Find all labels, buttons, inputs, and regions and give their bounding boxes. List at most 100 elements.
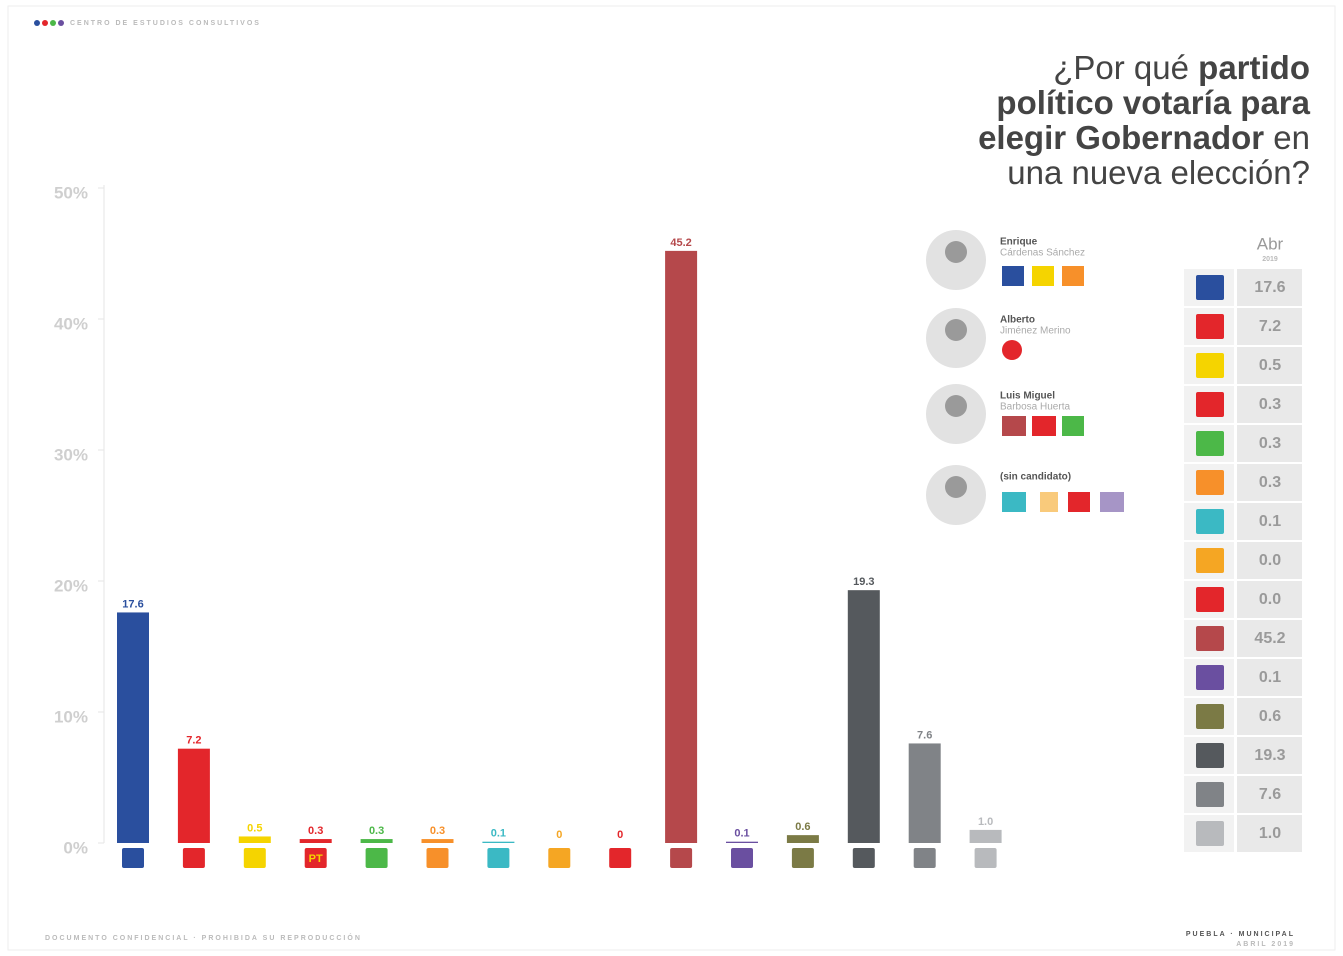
candidate-head	[945, 476, 967, 498]
table-value-cell	[1237, 776, 1302, 813]
table-logo	[1196, 743, 1224, 768]
table-value-cell	[1237, 698, 1302, 735]
table-logo	[1196, 548, 1224, 573]
value-label: 1.0	[978, 816, 993, 828]
table-value: 0.0	[1259, 591, 1281, 608]
table-value: 0.3	[1259, 435, 1281, 452]
footer-right-sub: ABRIL 2019	[1236, 941, 1295, 948]
table-value: 0.1	[1259, 513, 1281, 530]
bar	[421, 839, 454, 843]
bar	[177, 748, 210, 843]
value-label: 0	[556, 829, 562, 841]
party-logo	[487, 848, 510, 868]
y-tick-label: 20%	[54, 576, 88, 595]
candidate-last: Cárdenas Sánchez	[1000, 248, 1085, 259]
title-part: político votaría para	[996, 84, 1310, 121]
bar	[847, 590, 880, 843]
party-logo	[731, 848, 753, 868]
party-logo	[609, 848, 632, 868]
x-tick-label: PT	[309, 853, 323, 865]
value-label: 45.2	[670, 237, 691, 249]
table-logo	[1196, 314, 1224, 339]
value-label: 0.3	[369, 825, 384, 837]
candidate-last: Jiménez Merino	[1000, 326, 1071, 337]
table-logo	[1196, 587, 1224, 612]
table-value-cell	[1237, 308, 1302, 345]
y-tick-label: 30%	[54, 445, 88, 464]
value-label: 17.6	[122, 598, 143, 610]
title-part: ¿Por qué	[1053, 49, 1198, 86]
table-value-cell	[1237, 386, 1302, 423]
value-label: 0.1	[734, 828, 749, 840]
table-value: 0.3	[1259, 474, 1281, 491]
value-label: 19.3	[853, 576, 874, 588]
table-value-cell	[1237, 659, 1302, 696]
value-label: 0.6	[795, 821, 810, 833]
table-value: 19.3	[1254, 747, 1285, 764]
table-header: Abr	[1257, 234, 1284, 253]
bar	[908, 743, 941, 843]
table-value: 7.2	[1259, 318, 1281, 335]
table-value-cell	[1237, 581, 1302, 618]
table-value: 45.2	[1254, 630, 1285, 647]
value-label: 0.3	[430, 825, 445, 837]
party-logo	[182, 848, 205, 868]
party-logo	[974, 848, 997, 868]
title-part: en	[1264, 119, 1310, 156]
bar	[360, 839, 393, 843]
chart-title: elegir Gobernador en	[978, 119, 1310, 156]
table-value: 0.3	[1259, 396, 1281, 413]
bar	[726, 841, 758, 843]
value-label: 0.5	[247, 822, 262, 834]
party-logo	[913, 848, 936, 868]
table-value-cell	[1237, 542, 1302, 579]
bar	[482, 841, 515, 843]
bar	[786, 835, 819, 843]
table-subheader: 2019	[1262, 256, 1278, 263]
table-value-cell	[1237, 269, 1302, 306]
table-value-cell	[1237, 737, 1302, 774]
table-logo	[1196, 665, 1224, 690]
value-label: 0.1	[491, 828, 506, 840]
candidate-logos	[1002, 266, 1124, 512]
party-logo	[670, 848, 693, 868]
candidate-head	[945, 241, 967, 263]
table-value: 7.6	[1259, 786, 1281, 803]
party-logo	[243, 848, 266, 868]
table-value-cell	[1237, 464, 1302, 501]
candidate-first: Luis Miguel	[1000, 391, 1055, 402]
bar	[117, 612, 149, 843]
footer-right: PUEBLA · MUNICIPAL	[1186, 931, 1295, 938]
chart-title: político votaría para	[996, 84, 1310, 121]
value-label: 0	[617, 829, 623, 841]
table-value-cell	[1237, 815, 1302, 852]
title-part: una nueva elección?	[1007, 154, 1310, 191]
candidate-last: Barbosa Huerta	[1000, 402, 1070, 413]
chart-title: una nueva elección?	[1007, 154, 1310, 191]
candidate-first: (sin candidato)	[1000, 472, 1071, 483]
table-logo	[1196, 470, 1224, 495]
table-value: 0.0	[1259, 552, 1281, 569]
y-tick-label: 50%	[54, 183, 88, 202]
bar	[299, 839, 332, 843]
value-label: 7.2	[186, 735, 201, 747]
y-tick-label: 10%	[54, 707, 88, 726]
table-value-cell	[1237, 425, 1302, 462]
y-tick-label: 40%	[54, 314, 88, 333]
candidate-head	[945, 319, 967, 341]
table-logo	[1196, 782, 1224, 807]
value-label: 7.6	[917, 729, 932, 741]
party-logo	[852, 848, 875, 868]
title-part: elegir Gobernador	[978, 119, 1264, 156]
table-value: 1.0	[1259, 825, 1281, 842]
party-logo	[304, 848, 327, 868]
bar	[969, 829, 1002, 843]
party-logo	[426, 848, 449, 868]
bar	[238, 836, 271, 843]
table-value-cell	[1237, 503, 1302, 540]
footer-left: DOCUMENTO CONFIDENCIAL · PROHIBIDA SU RE…	[45, 933, 362, 942]
table-value: 0.5	[1259, 357, 1281, 374]
candidate-head	[945, 395, 967, 417]
candidate-first: Enrique	[1000, 237, 1038, 248]
